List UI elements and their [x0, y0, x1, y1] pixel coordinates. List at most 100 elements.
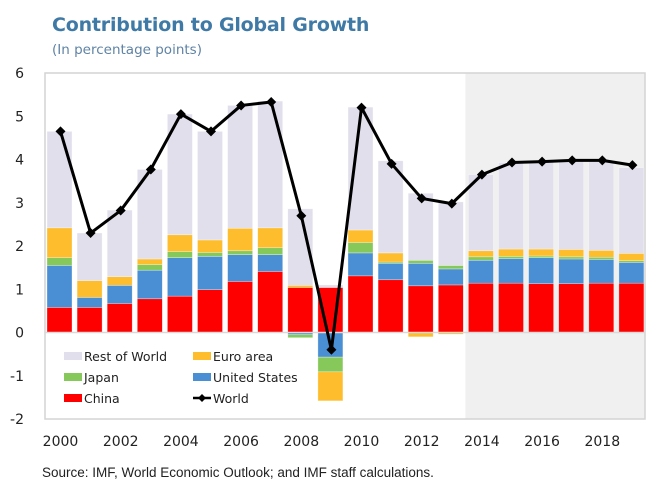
bar-euro-area	[227, 227, 253, 252]
bar-united-states	[227, 254, 253, 282]
bar-china	[197, 289, 223, 333]
bar-united-states	[377, 262, 404, 281]
bar-rest-of-world	[437, 201, 464, 266]
legend-swatch-china	[64, 394, 82, 402]
bar-china	[407, 285, 434, 333]
y-tick-label: 3	[15, 196, 24, 212]
x-tick-label: 2016	[524, 434, 560, 450]
bar-euro-area	[287, 285, 314, 288]
x-tick-label: 2008	[283, 434, 319, 450]
bar-china	[287, 287, 314, 333]
bar-china	[76, 307, 103, 333]
world-point	[296, 210, 307, 221]
y-tick-label: 4	[15, 153, 24, 169]
bar-united-states	[137, 269, 163, 300]
source-note: Source: IMF, World Economic Outlook; and…	[42, 465, 434, 480]
bar-united-states	[197, 256, 223, 290]
y-tick-label: 5	[15, 109, 24, 125]
bar-rest-of-world	[76, 232, 103, 281]
bar-united-states	[347, 252, 374, 277]
bar-united-states	[528, 257, 554, 284]
bar-united-states	[468, 259, 494, 284]
bar-china	[106, 303, 133, 333]
legend-swatch-world-marker	[198, 394, 206, 402]
bar-rest-of-world	[46, 131, 73, 229]
bar-china	[347, 275, 374, 333]
world-point	[446, 198, 457, 209]
legend-swatch-japan	[64, 373, 82, 381]
legend-label: United States	[213, 370, 298, 385]
bar-united-states	[618, 262, 645, 284]
bar-china	[558, 283, 585, 333]
bar-rest-of-world	[197, 131, 223, 241]
bar-euro-area	[46, 227, 73, 258]
world-point	[326, 344, 337, 355]
world-point	[597, 155, 608, 166]
bar-japan	[46, 257, 73, 266]
legend-label: Rest of World	[84, 349, 167, 364]
bar-united-states	[167, 257, 193, 297]
legend-swatch-united-states	[193, 373, 211, 381]
x-tick-label: 2018	[584, 434, 620, 450]
world-point	[476, 169, 487, 180]
bar-rest-of-world	[498, 162, 524, 250]
bar-euro-area	[618, 253, 645, 262]
world-point	[567, 155, 578, 166]
bar-euro-area	[377, 252, 404, 263]
bar-japan	[407, 259, 434, 264]
world-point	[266, 96, 277, 107]
bar-euro-area	[558, 249, 585, 258]
world-point	[416, 193, 427, 204]
bar-rest-of-world	[377, 160, 404, 254]
world-point	[627, 160, 638, 171]
bar-rest-of-world	[528, 161, 554, 250]
bar-rest-of-world	[558, 160, 585, 250]
legend-swatch-rest-of-world	[64, 352, 82, 360]
bar-japan	[437, 265, 464, 270]
y-tick-label: 0	[15, 326, 24, 342]
bar-rest-of-world	[227, 105, 253, 229]
bar-united-states	[588, 259, 615, 284]
bar-china	[528, 283, 554, 333]
bar-united-states	[407, 262, 434, 287]
bar-united-states	[558, 258, 585, 284]
bar-euro-area	[257, 227, 284, 249]
world-point	[145, 164, 156, 175]
bar-japan	[498, 256, 524, 259]
bar-united-states	[257, 254, 284, 272]
bar-euro-area	[468, 250, 494, 258]
x-tick-label: 2010	[344, 434, 380, 450]
bar-china	[137, 298, 163, 333]
world-point	[85, 228, 96, 239]
world-point	[236, 100, 247, 111]
bar-euro-area	[197, 239, 223, 253]
bar-euro-area	[137, 258, 163, 265]
world-point	[115, 205, 126, 216]
bar-japan	[257, 247, 284, 255]
bar-rest-of-world	[106, 209, 133, 278]
bar-euro-area	[106, 276, 133, 286]
bar-china	[227, 281, 253, 333]
bar-china	[46, 307, 73, 333]
legend-label: China	[84, 391, 120, 406]
bar-japan	[167, 251, 193, 258]
x-tick-label: 2002	[103, 434, 139, 450]
bar-rest-of-world	[407, 192, 434, 261]
chart-subtitle: (In percentage points)	[52, 42, 202, 58]
chart-title: Contribution to Global Growth	[52, 14, 370, 36]
y-tick-label: -2	[10, 412, 24, 428]
y-tick-label: -1	[10, 369, 24, 385]
world-point	[356, 102, 367, 113]
bar-united-states	[76, 297, 103, 308]
bar-japan	[287, 334, 314, 338]
bar-euro-area	[528, 248, 554, 257]
y-tick-label: 1	[15, 282, 24, 298]
x-tick-label: 2014	[464, 434, 500, 450]
bar-euro-area	[498, 248, 524, 257]
legend-label: World	[213, 391, 249, 406]
bar-japan	[317, 356, 344, 373]
bar-japan	[137, 264, 163, 271]
bar-euro-area	[76, 280, 103, 298]
x-tick-label: 2012	[404, 434, 440, 450]
